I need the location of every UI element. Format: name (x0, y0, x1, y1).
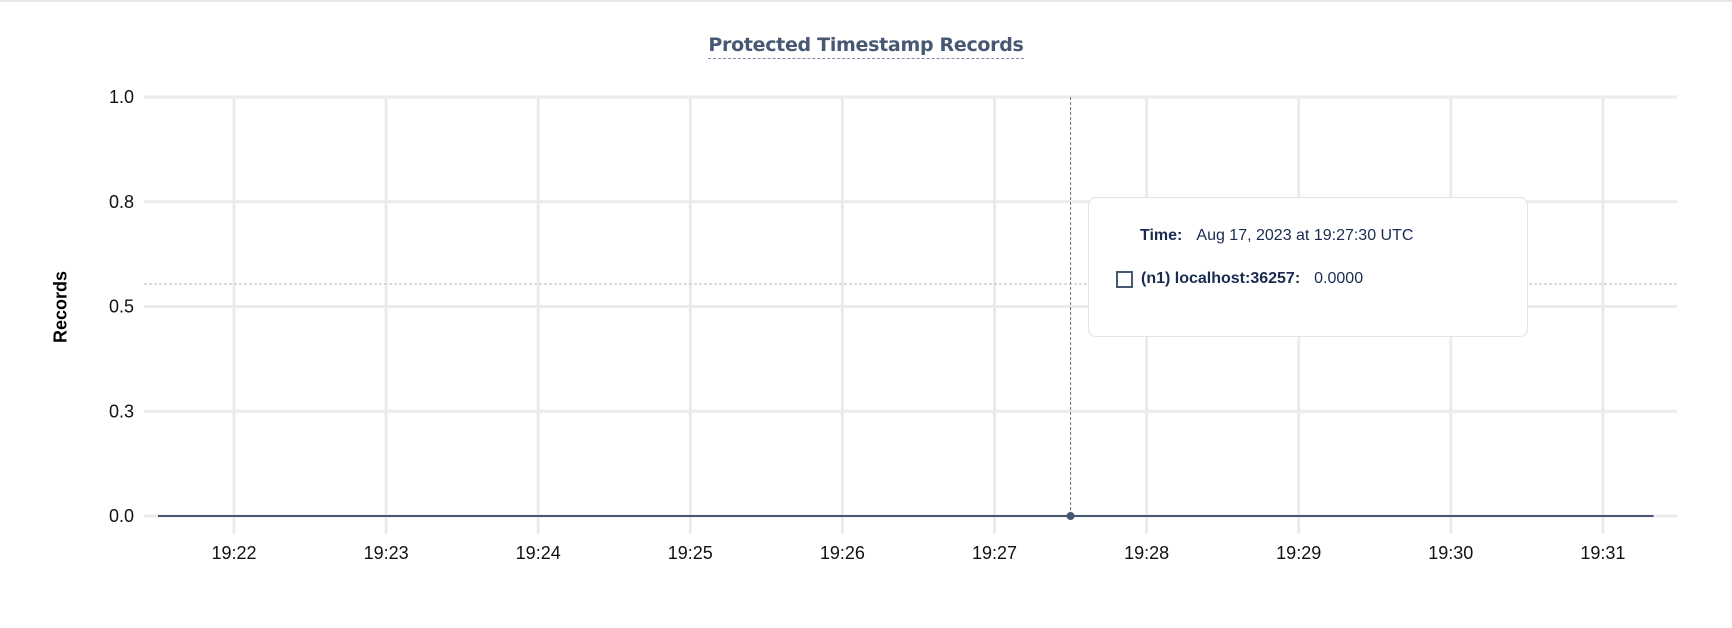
x-tick-label: 19:22 (211, 543, 256, 563)
x-tick-label: 19:28 (1124, 543, 1169, 563)
x-tick-label: 19:26 (820, 543, 865, 563)
y-tick-label: 0.5 (109, 297, 134, 317)
tooltip-time-row: Time: Aug 17, 2023 at 19:27:30 UTC (1140, 227, 1413, 245)
x-tick-label: 19:29 (1276, 543, 1321, 563)
y-tick-label: 1.0 (109, 87, 134, 107)
x-tick-label: 19:23 (364, 543, 409, 563)
x-tick-label: 19:27 (972, 543, 1017, 563)
x-tick-label: 19:24 (516, 543, 561, 563)
tooltip-series-value: 0.0000 (1314, 270, 1364, 287)
x-tick-label: 19:30 (1428, 543, 1473, 563)
tooltip-series-label: (n1) localhost:36257: (1141, 270, 1301, 287)
x-tick-label: 19:31 (1580, 543, 1625, 563)
chart-title[interactable]: Protected Timestamp Records (708, 34, 1024, 59)
tooltip-series-row: (n1) localhost:36257: 0.0000 (1116, 270, 1363, 288)
chart-title-container: Protected Timestamp Records (0, 34, 1732, 59)
chart-tooltip: Time: Aug 17, 2023 at 19:27:30 UTC (n1) l… (1088, 197, 1528, 337)
x-tick-label: 19:25 (668, 543, 713, 563)
hover-point (1066, 512, 1075, 520)
series-swatch-icon (1116, 270, 1133, 288)
card-top-border (0, 0, 1732, 2)
y-tick-label: 0.3 (109, 401, 134, 421)
tooltip-time-label: Time: (1140, 227, 1183, 244)
y-tick-label: 0.8 (109, 192, 134, 212)
y-tick-label: 0.0 (109, 506, 134, 526)
tooltip-time-value: Aug 17, 2023 at 19:27:30 UTC (1196, 227, 1414, 244)
